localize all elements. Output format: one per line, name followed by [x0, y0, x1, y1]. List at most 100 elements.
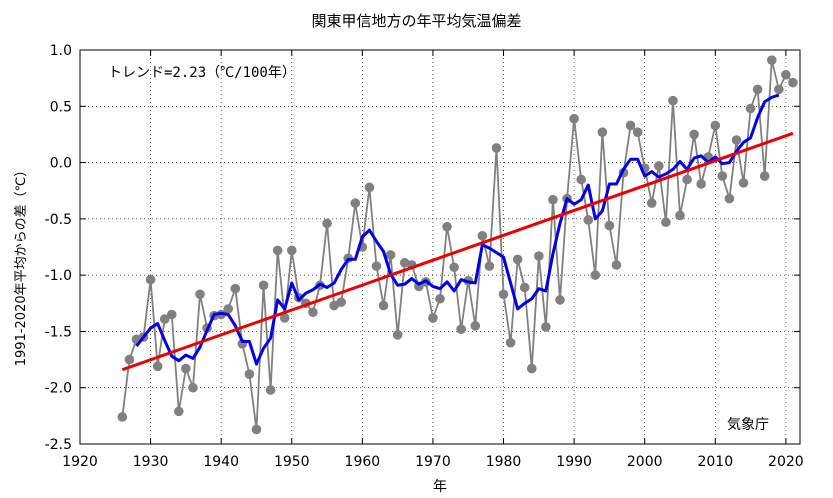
annual-point — [682, 174, 692, 185]
annual-point — [181, 363, 191, 374]
annual-point — [611, 260, 622, 270]
annual-point — [322, 218, 332, 229]
annual-point — [548, 194, 558, 205]
annual-anomaly-series — [117, 55, 798, 435]
x-tick-label: 2000 — [627, 454, 663, 470]
annual-point — [696, 179, 706, 189]
annual-point — [308, 307, 318, 318]
annual-point — [188, 382, 198, 393]
annual-point — [717, 171, 728, 181]
annual-point — [251, 424, 262, 435]
annual-point — [731, 135, 742, 145]
trend-series — [121, 131, 794, 372]
annual-point — [124, 354, 135, 365]
annual-point — [435, 293, 445, 304]
x-tick-label: 1930 — [133, 454, 169, 470]
annual-point — [788, 77, 798, 88]
x-axis-label: 年 — [433, 479, 447, 495]
annual-point — [632, 127, 643, 137]
annual-point — [491, 143, 502, 153]
annual-point — [689, 129, 699, 140]
annual-point — [449, 262, 459, 273]
annual-point — [512, 254, 523, 265]
y-tick-label: 1.0 — [50, 43, 72, 59]
annual-point — [456, 324, 466, 334]
annual-point — [745, 103, 756, 114]
annual-point — [759, 171, 770, 181]
annual-point — [279, 313, 290, 323]
source-label: 気象庁 — [727, 417, 769, 433]
annual-line — [121, 59, 794, 430]
annual-point — [378, 300, 389, 311]
annual-point — [265, 385, 276, 395]
annual-point — [519, 282, 530, 293]
y-tick-label: -1.5 — [45, 324, 72, 340]
x-tick-label: 1940 — [203, 454, 239, 470]
y-tick-label: 0.5 — [50, 99, 72, 115]
chart-title: 関東甲信地方の年平均気温偏差 — [311, 12, 522, 30]
annual-point — [498, 289, 509, 300]
annual-point — [646, 198, 657, 208]
x-tick-label: 1920 — [62, 454, 98, 470]
annual-point — [244, 369, 255, 380]
annual-point — [590, 270, 601, 280]
annual-point — [576, 174, 586, 185]
annual-point — [555, 295, 565, 305]
trend-line — [121, 131, 794, 372]
annual-point — [710, 120, 721, 131]
y-axis-ticks: 1.0 0.5 0.0 -0.5 -1.0 -1.5 -2.0 -2.5 — [45, 43, 800, 453]
annual-point — [661, 217, 671, 228]
x-tick-label: 1990 — [556, 454, 592, 470]
annual-point — [583, 215, 594, 225]
y-tick-label: -1.0 — [45, 268, 72, 284]
annual-point — [541, 322, 551, 332]
annual-point — [597, 127, 608, 137]
annual-point — [477, 230, 488, 241]
annual-point — [534, 251, 544, 261]
x-tick-label: 1980 — [486, 454, 522, 470]
annual-point — [654, 161, 664, 171]
annual-point — [223, 304, 234, 314]
annual-point — [364, 182, 375, 193]
annual-point — [152, 361, 163, 372]
y-tick-label: 0.0 — [50, 156, 72, 172]
x-axis-ticks: 1920 1930 1940 1950 1960 1970 1980 1990 2000 2010… — [62, 50, 804, 470]
annual-point — [668, 95, 678, 106]
annual-point — [174, 406, 184, 417]
x-tick-label: 1960 — [345, 454, 381, 470]
annual-point — [484, 261, 495, 271]
grid — [80, 49, 800, 445]
annual-point — [385, 250, 396, 260]
annual-point — [195, 289, 205, 300]
annual-point — [272, 245, 283, 256]
annual-point — [724, 193, 735, 204]
y-tick-label: -2.5 — [45, 437, 72, 453]
x-tick-label: 2020 — [768, 454, 804, 470]
annual-point — [336, 297, 346, 307]
annual-point — [526, 363, 537, 374]
moving-average-series — [135, 93, 780, 366]
annual-point — [625, 120, 636, 131]
annual-point — [166, 309, 177, 320]
annual-point — [774, 84, 784, 95]
x-tick-label: 2010 — [697, 454, 733, 470]
annual-point — [159, 314, 170, 324]
annual-point — [258, 280, 269, 291]
y-tick-label: -2.0 — [45, 381, 72, 397]
annual-point — [569, 113, 579, 124]
plot-frame — [79, 49, 801, 445]
annual-point — [428, 313, 438, 323]
annual-point — [738, 178, 749, 188]
annual-point — [145, 274, 156, 285]
annual-point — [230, 283, 241, 294]
annual-point — [752, 84, 763, 95]
annual-point — [350, 198, 361, 208]
annual-point — [675, 210, 685, 221]
x-tick-label: 1970 — [415, 454, 451, 470]
annual-point — [505, 337, 516, 348]
annual-point — [442, 221, 452, 232]
y-tick-label: -0.5 — [45, 212, 72, 228]
annual-point — [781, 69, 791, 80]
annual-point — [604, 220, 615, 231]
